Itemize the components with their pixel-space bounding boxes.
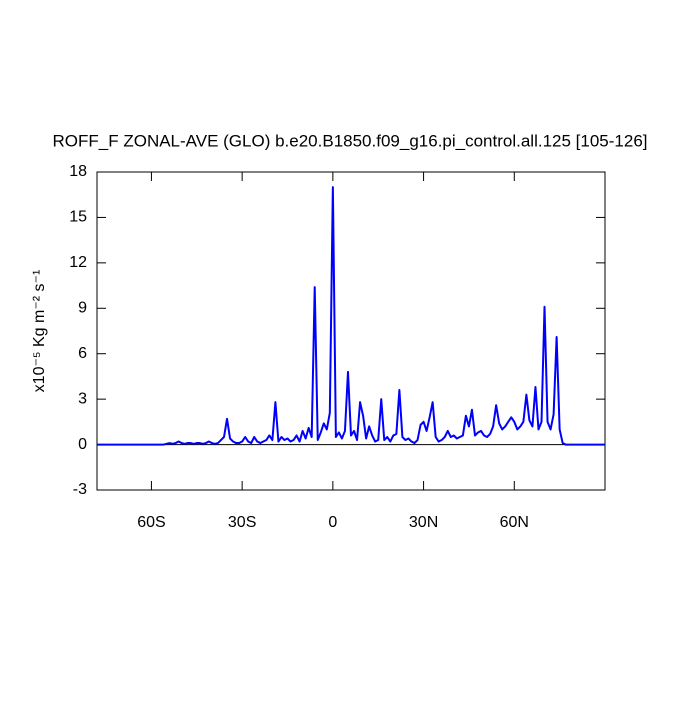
y-tick-label: -3 <box>73 481 87 498</box>
y-tick-label: 15 <box>69 209 87 226</box>
x-tick-label: 60N <box>500 514 529 531</box>
y-tick-label: 0 <box>78 436 87 453</box>
y-tick-label: 6 <box>78 345 87 362</box>
plot-frame <box>96 171 606 491</box>
y-tick-label: 9 <box>78 300 87 317</box>
y-tick-label: 18 <box>69 163 87 180</box>
x-tick-label: 30S <box>228 514 256 531</box>
x-tick-label: 30N <box>409 514 438 531</box>
chart-title: ROFF_F ZONAL-AVE (GLO) b.e20.B1850.f09_g… <box>53 131 648 150</box>
x-tick-label: 60S <box>137 514 165 531</box>
y-tick-label: 12 <box>69 254 87 271</box>
y-axis-label: x10⁻⁵ Kg m⁻² s⁻¹ <box>31 270 48 393</box>
x-tick-label: 0 <box>328 514 337 531</box>
y-tick-label: 3 <box>78 390 87 407</box>
data-line <box>97 186 605 446</box>
